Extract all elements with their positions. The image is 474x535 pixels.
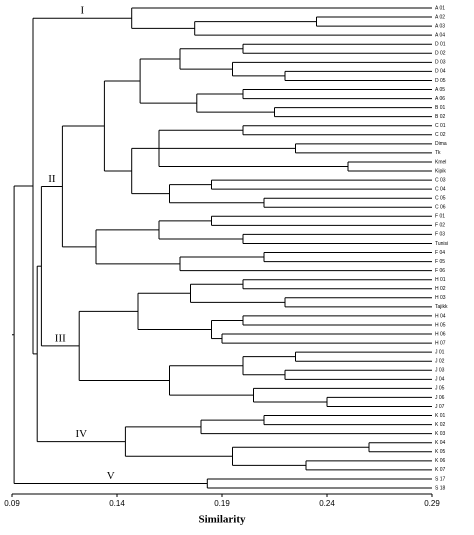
leaf-label: J 02 — [435, 359, 445, 365]
leaf-label: A 03 — [435, 23, 445, 29]
leaf-label: C 03 — [435, 177, 446, 183]
cluster-label: IV — [75, 428, 87, 440]
x-tick-label: 0.24 — [319, 499, 335, 508]
leaf-label: C 06 — [435, 205, 446, 211]
leaf-label: F 06 — [435, 268, 445, 274]
leaf-label: H 05 — [435, 322, 446, 328]
leaf-label: F 05 — [435, 259, 445, 265]
leaf-label: C 02 — [435, 132, 446, 138]
leaf-label: B 02 — [435, 114, 446, 120]
leaf-label: J 01 — [435, 349, 445, 355]
leaf-label: D 05 — [435, 78, 446, 84]
leaf-label: F 01 — [435, 214, 445, 220]
leaf-label: F 02 — [435, 223, 445, 229]
leaf-label: K 03 — [435, 431, 446, 437]
leaf-label: C 04 — [435, 186, 446, 192]
leaf-label: D 02 — [435, 51, 446, 57]
leaf-label: A 01 — [435, 5, 445, 11]
leaf-label: C 01 — [435, 123, 446, 129]
leaf-label: D 01 — [435, 42, 446, 48]
x-tick-label: 0.09 — [4, 499, 20, 508]
cluster-label: III — [55, 332, 66, 344]
leaf-label: S 17 — [435, 476, 446, 482]
x-tick-label: 0.29 — [424, 499, 440, 508]
cluster-label: I — [81, 5, 85, 17]
leaf-label: K 01 — [435, 413, 446, 419]
leaf-label: C 05 — [435, 196, 446, 202]
leaf-label: J 03 — [435, 368, 445, 374]
leaf-label: J 07 — [435, 404, 445, 410]
leaf-label: Dima — [435, 141, 447, 147]
leaf-label: F 03 — [435, 232, 445, 238]
leaf-label: A 06 — [435, 96, 445, 102]
leaf-label: K 05 — [435, 449, 446, 455]
leaf-label: K 06 — [435, 458, 446, 464]
leaf-label: K 07 — [435, 467, 446, 473]
leaf-label: H 02 — [435, 286, 446, 292]
leaf-label: K 02 — [435, 422, 446, 428]
leaf-label: A 04 — [435, 32, 445, 38]
leaf-label: H 03 — [435, 295, 446, 301]
leaf-label: D 03 — [435, 60, 446, 66]
leaf-label: Tk — [435, 150, 441, 156]
leaf-label: Kmel — [435, 159, 446, 165]
leaf-label: J 05 — [435, 386, 445, 392]
leaf-label: H 06 — [435, 331, 446, 337]
leaf-label: F 04 — [435, 250, 445, 256]
leaf-label: J 06 — [435, 395, 445, 401]
leaf-label: J 04 — [435, 377, 445, 383]
cluster-label: V — [107, 470, 115, 482]
leaf-label: D 04 — [435, 69, 446, 75]
leaf-label: B 01 — [435, 105, 446, 111]
leaf-label: H 04 — [435, 313, 446, 319]
x-axis-title: Similarity — [198, 514, 246, 526]
cluster-label: II — [48, 173, 56, 185]
leaf-label: A 05 — [435, 87, 445, 93]
leaf-label: Tajikk — [435, 304, 448, 310]
x-tick-label: 0.19 — [214, 499, 230, 508]
leaf-label: A 02 — [435, 14, 445, 20]
leaf-label: H 07 — [435, 340, 446, 346]
leaf-label: S 18 — [435, 485, 446, 491]
x-tick-label: 0.14 — [109, 499, 125, 508]
leaf-label: Tunisi — [435, 241, 448, 247]
leaf-label: K 04 — [435, 440, 446, 446]
leaf-label: Kipik — [435, 168, 446, 174]
leaf-label: H 01 — [435, 277, 446, 283]
